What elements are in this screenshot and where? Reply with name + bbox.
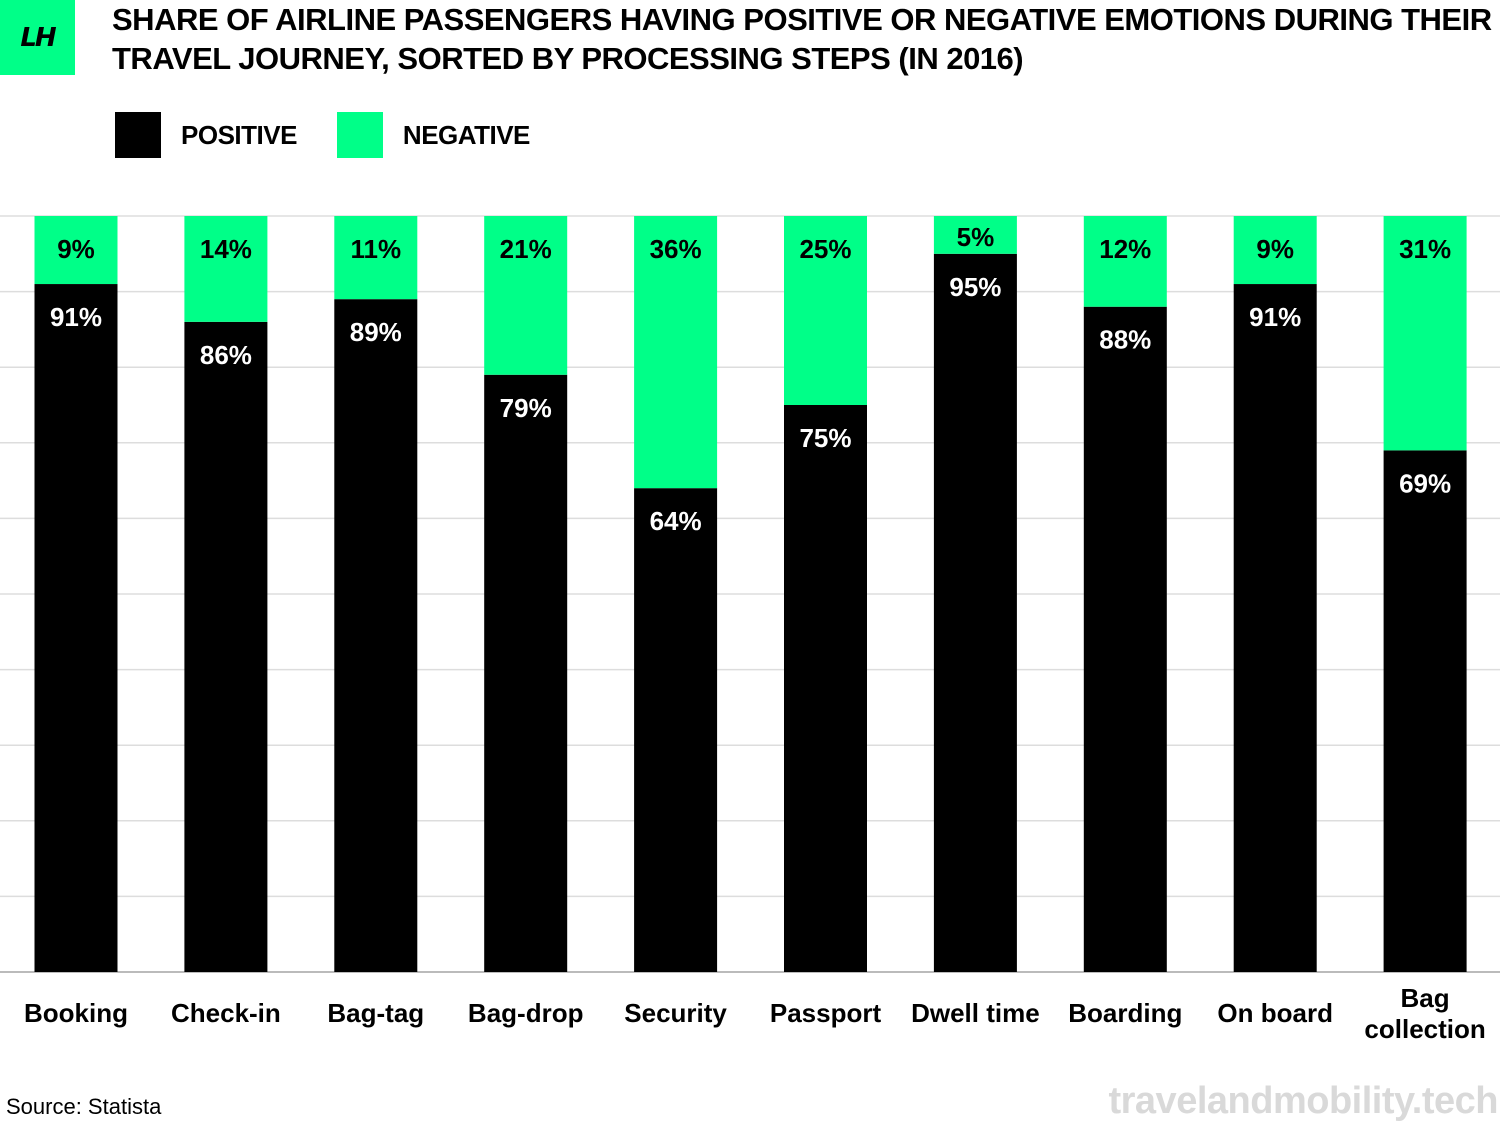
- bar-positive-dwell-time: [933, 253, 1017, 973]
- data-label-negative: 11%: [350, 234, 401, 264]
- category-label: On board: [1217, 998, 1333, 1028]
- watermark: travelandmobility.tech: [1108, 1080, 1498, 1122]
- data-label-negative: 21%: [500, 234, 552, 264]
- category-label: Booking: [24, 998, 128, 1028]
- data-label-negative: 9%: [1256, 234, 1294, 264]
- legend-label-negative: NEGATIVE: [402, 119, 530, 150]
- bar-negative-on-board: [1233, 216, 1317, 285]
- bar-negative-boarding: [1083, 216, 1167, 307]
- category-label: Dwell time: [911, 998, 1040, 1028]
- data-label-positive: 91%: [1249, 302, 1301, 332]
- legend-item-positive: POSITIVE: [115, 112, 297, 158]
- source-note: Source: Statista: [6, 1094, 162, 1119]
- bar-positive-boarding: [1083, 306, 1167, 973]
- bar-negative-security: [634, 216, 718, 489]
- legend-item-negative: NEGATIVE: [336, 112, 530, 158]
- bar-positive-on-board: [1233, 284, 1317, 972]
- category-label: Boarding: [1068, 998, 1182, 1028]
- bar-negative-passport: [784, 216, 867, 405]
- legend: POSITIVE NEGATIVE: [115, 112, 570, 158]
- data-label-positive: 89%: [350, 317, 402, 347]
- category-label: Bag-tag: [327, 998, 424, 1028]
- data-label-positive: 88%: [1099, 325, 1151, 355]
- bar-positive-bag-collection: [1383, 450, 1467, 972]
- bar-positive-passport: [784, 405, 867, 972]
- bar-positive-booking: [34, 284, 118, 972]
- category-label: Bag-drop: [468, 998, 584, 1028]
- bar-negative-bag-drop: [484, 216, 568, 375]
- data-label-negative: 14%: [200, 234, 252, 264]
- legend-label-positive: POSITIVE: [181, 119, 297, 150]
- data-label-negative: 25%: [799, 234, 851, 264]
- brand-logo: LH: [0, 0, 75, 75]
- category-label: Check-in: [171, 998, 281, 1028]
- data-label-positive: 95%: [949, 272, 1001, 302]
- category-label: Bag collection: [1364, 983, 1485, 1044]
- bar-positive-check-in: [184, 321, 268, 973]
- legend-swatch-positive: [115, 112, 161, 158]
- category-label: Security: [624, 998, 727, 1028]
- bar-positive-bag-tag: [334, 299, 418, 972]
- bar-negative-check-in: [184, 216, 268, 322]
- data-label-positive: 79%: [500, 393, 552, 423]
- bar-negative-booking: [34, 216, 118, 285]
- category-label: Passport: [770, 998, 882, 1028]
- legend-swatch-negative: [336, 112, 383, 158]
- data-label-positive: 91%: [50, 302, 102, 332]
- bar-negative-dwell-time: [933, 216, 1017, 254]
- bar-positive-security: [634, 488, 718, 972]
- chart-title: SHARE OF AIRLINE PASSENGERS HAVING POSIT…: [112, 2, 1492, 76]
- data-label-positive: 86%: [200, 340, 252, 370]
- data-label-negative: 36%: [650, 234, 702, 264]
- data-label-negative: 5%: [957, 222, 995, 252]
- data-label-negative: 31%: [1399, 234, 1451, 264]
- data-label-positive: 69%: [1399, 468, 1451, 498]
- data-label-positive: 75%: [799, 423, 851, 453]
- data-label-negative: 9%: [57, 234, 95, 264]
- data-label-positive: 64%: [650, 506, 702, 536]
- bar-negative-bag-tag: [334, 216, 418, 300]
- bar-negative-bag-collection: [1383, 216, 1467, 451]
- brand-logo-text: LH: [20, 22, 56, 53]
- data-label-negative: 12%: [1099, 234, 1151, 264]
- bar-positive-bag-drop: [484, 374, 568, 972]
